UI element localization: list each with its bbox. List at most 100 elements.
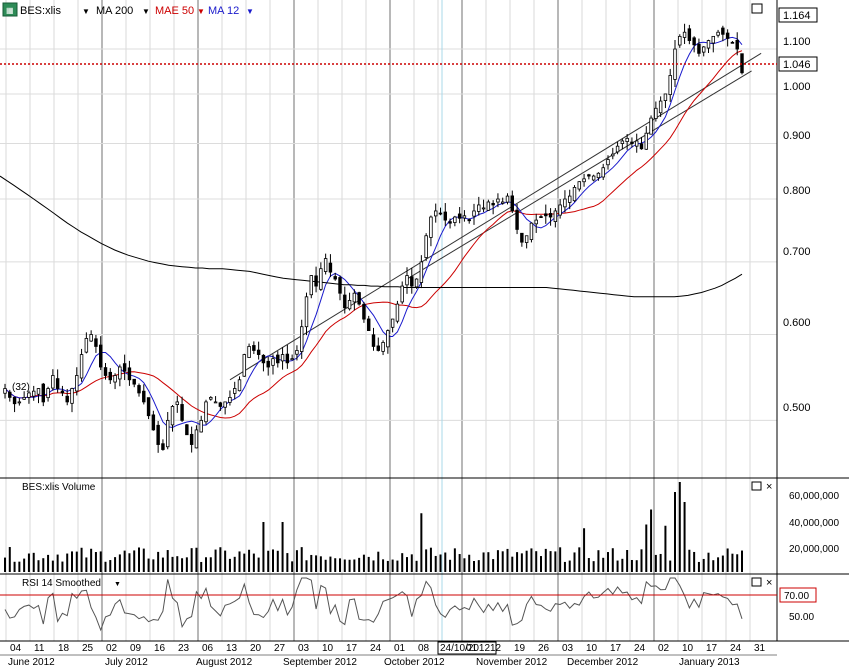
ma12-dropdown-icon[interactable]: ▼ [246, 7, 254, 16]
candle [36, 388, 41, 404]
volume-bar [27, 553, 30, 572]
candle [70, 387, 74, 413]
volume-bar [195, 547, 198, 572]
candle-body [682, 31, 687, 38]
volume-bar [530, 548, 533, 572]
volume-bar [200, 561, 203, 572]
symbol-dropdown-icon[interactable]: ▼ [82, 7, 90, 16]
volume-bar [353, 559, 356, 572]
volume-bar [525, 550, 528, 572]
mae50-label[interactable]: MAE 50 [155, 5, 194, 17]
date-day-label: 19 [514, 643, 526, 654]
candle-body [261, 354, 266, 364]
candle-body [299, 326, 304, 352]
volume-pane-maximize-icon[interactable] [751, 481, 762, 491]
candle [27, 390, 31, 404]
candle [386, 329, 390, 354]
candle-body [544, 213, 548, 217]
candle [89, 330, 93, 342]
current-price-box [778, 56, 818, 72]
ma12-label[interactable]: MA 12 [208, 5, 239, 17]
volume-bar [702, 558, 705, 572]
ma200-label[interactable]: MA 200 [96, 5, 133, 17]
price-tick-0700: 0.700 [783, 246, 811, 258]
date-month-label: January 2013 [679, 657, 740, 668]
date-month-label: October 2012 [384, 657, 445, 668]
volume-bar [712, 560, 715, 572]
volume-bar [161, 557, 164, 572]
candle [678, 34, 682, 48]
candle-body [84, 338, 89, 353]
volume-bar [707, 552, 710, 572]
volume-bar [272, 549, 274, 572]
price-pane-maximize-icon[interactable] [751, 3, 763, 14]
volume-pane-close-icon[interactable]: × [766, 481, 772, 493]
date-day-label: 27 [274, 643, 286, 654]
candle [204, 399, 208, 425]
candle-body [721, 27, 725, 35]
volume-bar [659, 553, 662, 572]
volume-bar [214, 549, 217, 572]
candle-body [237, 379, 242, 392]
candle-body [122, 363, 127, 372]
candle [256, 341, 261, 360]
volume-bar [501, 551, 504, 572]
candle-body [65, 395, 69, 403]
date-month-label: July 2012 [105, 657, 148, 668]
volume-bar [654, 554, 657, 572]
candle [716, 29, 720, 38]
volume-bar [300, 547, 303, 572]
symbol-label[interactable]: BES:xlis [20, 5, 61, 17]
candle [544, 204, 548, 224]
candle [323, 253, 328, 275]
volume-bar [669, 560, 672, 572]
rsi-pane-maximize-icon[interactable] [751, 577, 762, 587]
rsi-line [4, 577, 743, 632]
candle [721, 25, 725, 42]
candle [524, 235, 529, 249]
date-day-label: 06 [202, 643, 214, 654]
candle [611, 147, 615, 160]
volume-bar [257, 557, 260, 572]
candle [443, 203, 448, 226]
mae50-dropdown-icon[interactable]: ▼ [197, 7, 205, 16]
volume-bar [23, 558, 26, 572]
volume-bar [693, 551, 696, 572]
candle [333, 272, 337, 281]
volume-tick-40m: 40,000,000 [789, 518, 839, 529]
candle-body [113, 375, 117, 383]
candle-body [663, 93, 668, 101]
candle-body [467, 219, 471, 222]
volume-bar [75, 551, 78, 572]
candle [127, 360, 132, 386]
volume-bar [315, 555, 318, 572]
candle-body [161, 443, 165, 450]
candle-body [701, 46, 706, 53]
candle-body [213, 401, 218, 404]
volume-bar [664, 525, 667, 572]
ma200-dropdown-icon[interactable]: ▼ [142, 7, 150, 16]
date-day-label: 24 [634, 643, 646, 654]
volume-bar [573, 552, 576, 572]
volume-bar [463, 558, 466, 572]
rsi-dropdown-icon[interactable]: ▼ [114, 581, 121, 588]
candle-body [615, 145, 620, 153]
volume-bar [602, 557, 605, 572]
candle [453, 215, 457, 227]
candle-body [477, 204, 481, 212]
candle [376, 337, 381, 352]
candle-body [433, 210, 438, 217]
volume-bar [238, 551, 241, 572]
date-day-label: 12 [490, 643, 502, 654]
candle-body [725, 32, 730, 39]
candle [429, 215, 433, 247]
rsi-pane-close-icon[interactable]: × [766, 577, 772, 589]
candle-body [424, 235, 428, 258]
candle [218, 401, 223, 411]
candle-body [94, 338, 98, 347]
candle [682, 23, 687, 45]
candle [266, 356, 270, 376]
volume-bar [492, 559, 495, 572]
candle-body [199, 419, 203, 433]
